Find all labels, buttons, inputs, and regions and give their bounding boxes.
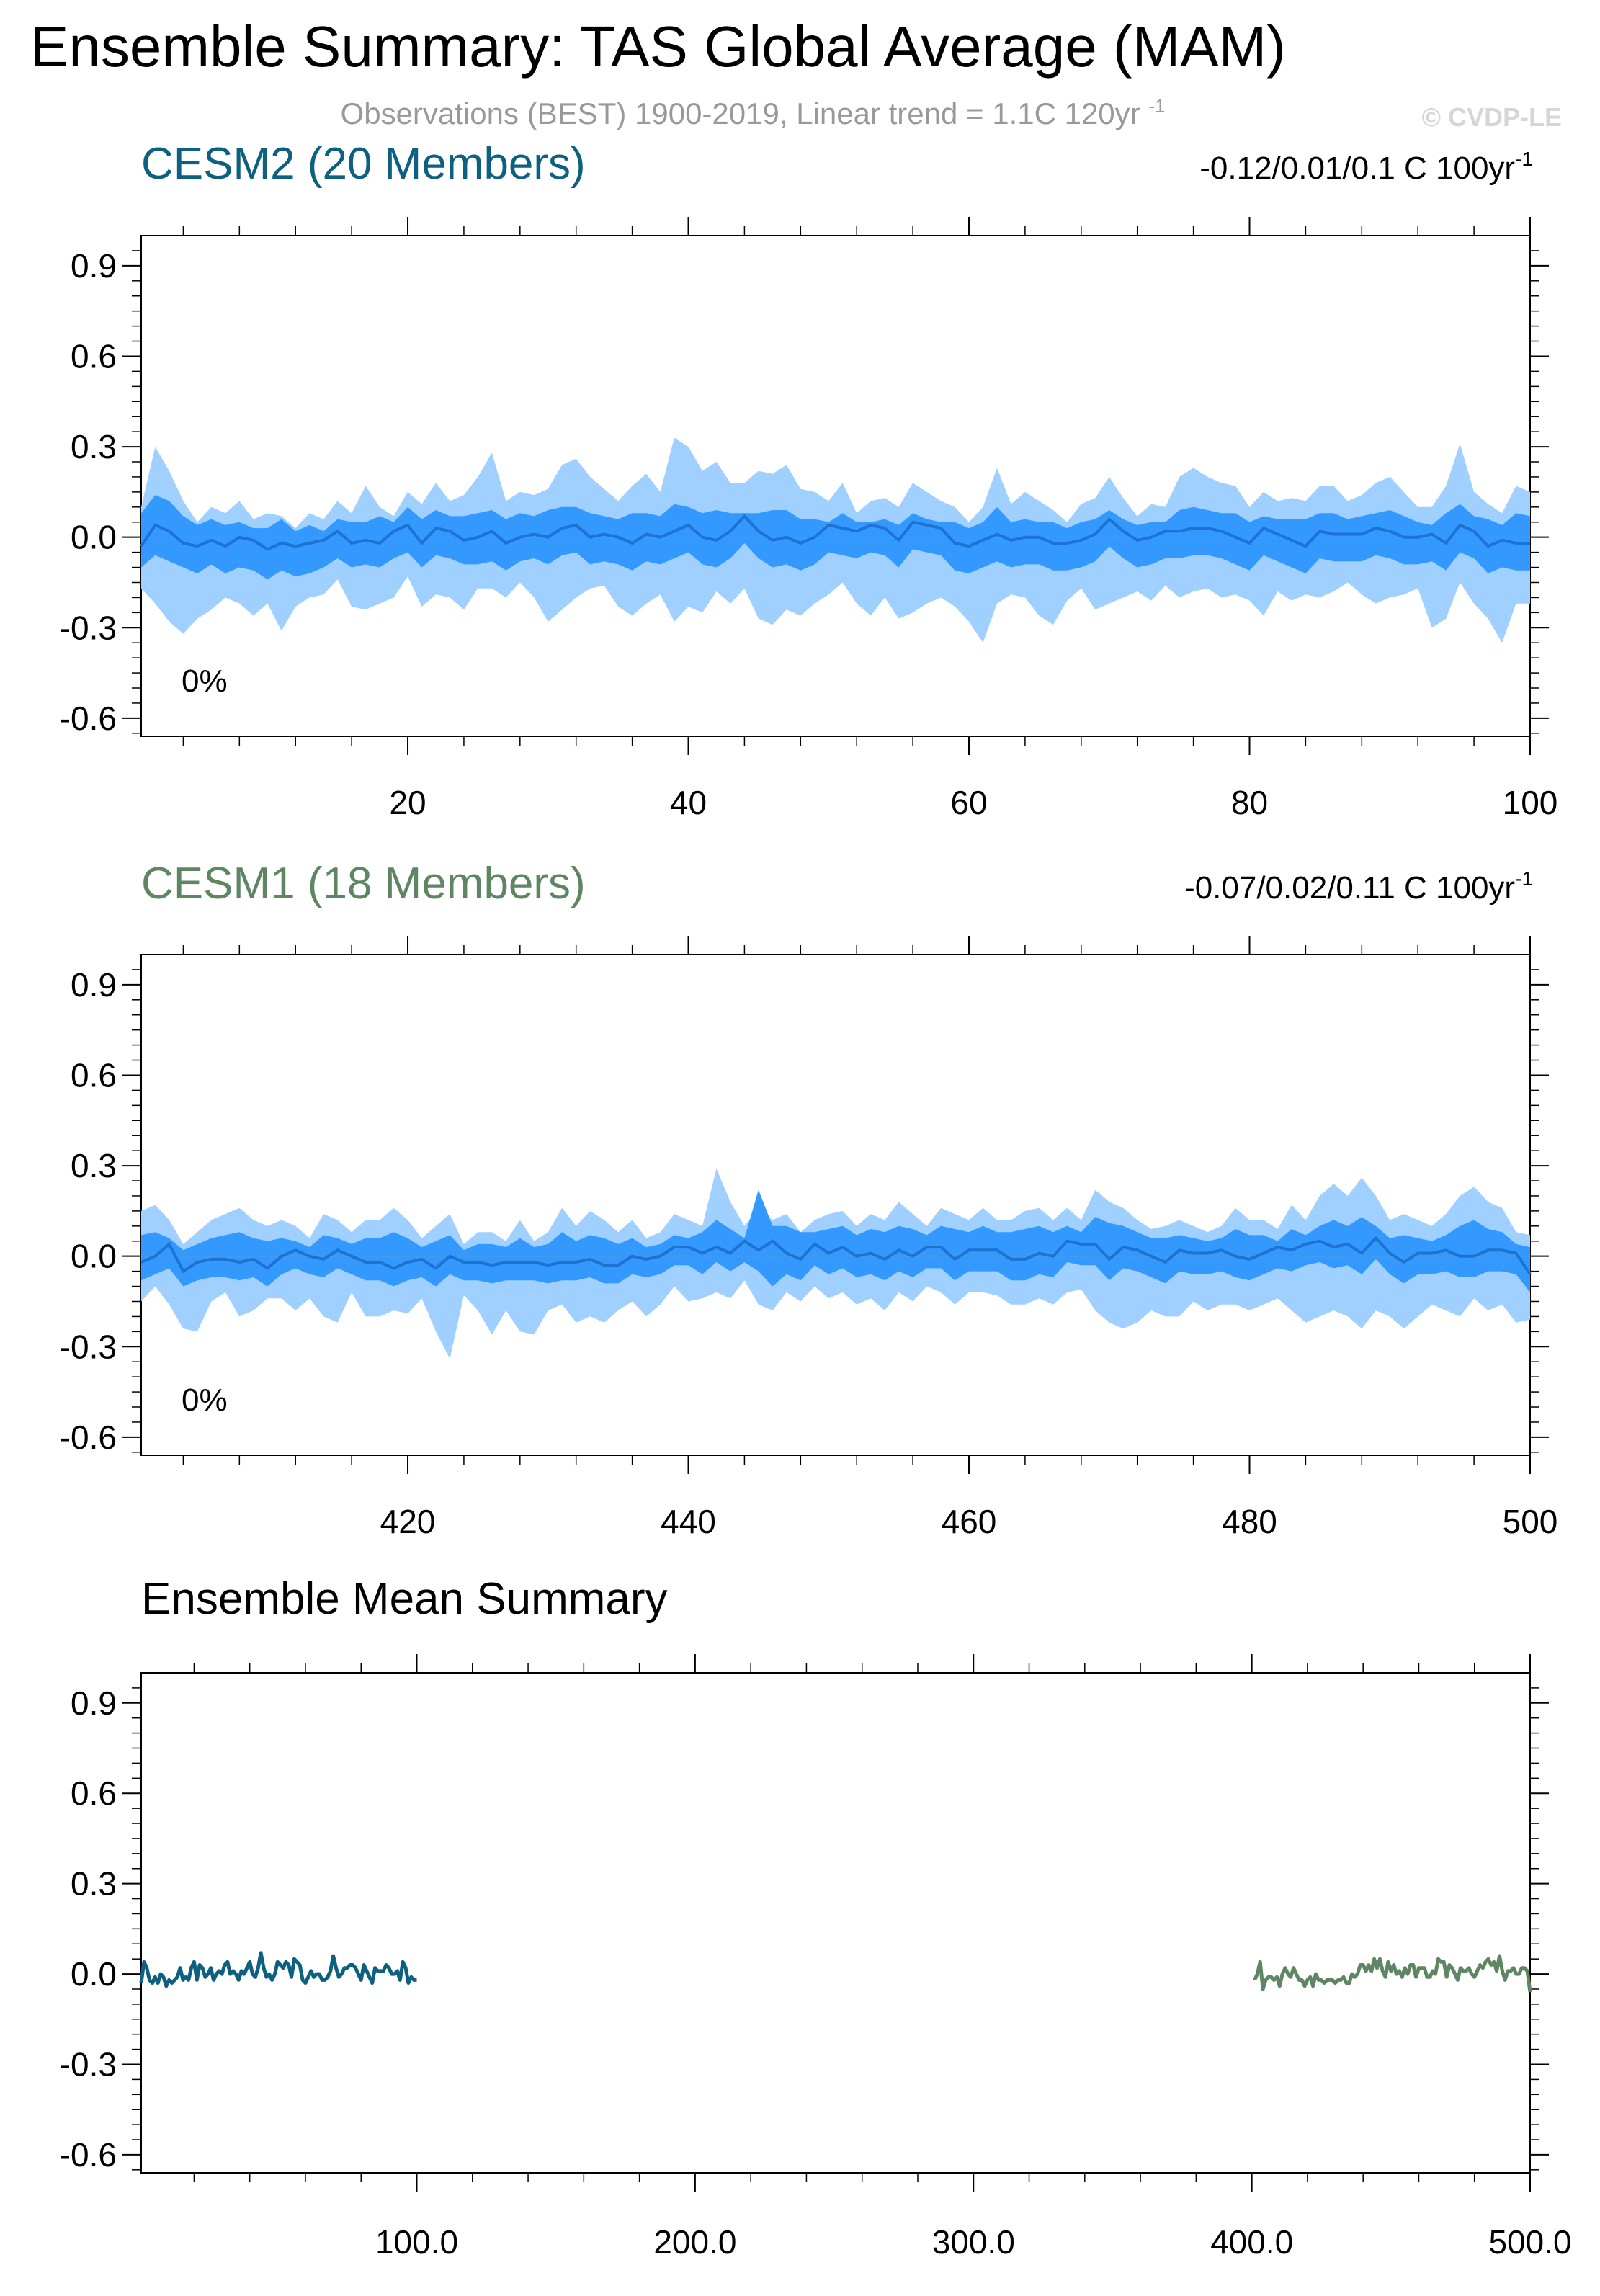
y-tick-label: -0.6 [60,700,117,737]
subtitle-superscript: -1 [1148,95,1165,117]
y-tick-label: 0.0 [71,1238,117,1275]
x-tick-label: 20 [389,784,426,821]
y-tick-label: 0.0 [71,519,117,556]
plot-frame [140,235,1531,737]
panel-title: Ensemble Mean Summary [141,1574,668,1624]
y-tick-label: 0.0 [71,1955,117,1993]
x-tick-label: 100 [1503,784,1558,821]
trend-superscript: -1 [1515,867,1533,890]
cesm1-mean-line [1253,1954,1532,1993]
y-tick-label: -0.6 [60,1419,117,1456]
percent-label: 0% [182,664,228,699]
trend-superscript: -1 [1515,148,1533,170]
panels: 0.9 0.6 0.3 0.0 -0.3 -0.6 20 40 60 80 100 CESM2 (20… [60,139,1572,2261]
panel-title: CESM1 (18 Members) [141,859,586,908]
trend-text: -0.12/0.01/0.1 C 100yr [1199,151,1515,186]
y-tick-label: 0.3 [71,428,117,465]
y-tick-label: 0.3 [71,1865,117,1903]
figure-subtitle: Observations (BEST) 1900-2019, Linear tr… [341,95,1166,130]
y-tick-label: 0.6 [71,1056,117,1094]
interquartile-band [141,1189,1530,1292]
panel-title: CESM2 (20 Members) [141,139,586,189]
y-tick-label: 0.9 [71,1684,117,1722]
watermark-text: © CVDP-LE [1421,102,1562,132]
x-tick-label: 500.0 [1488,2223,1571,2261]
percent-label: 0% [182,1382,228,1418]
y-tick-label: 0.6 [71,1774,117,1812]
y-tick-label: 0.6 [71,337,117,375]
x-tick-label: 500 [1503,1503,1558,1540]
trend-label: -0.07/0.02/0.11 C 100yr-1 [1184,867,1533,906]
subtitle-text: Observations (BEST) 1900-2019, Linear tr… [341,97,1140,130]
plot-frame [140,954,1531,1456]
figure-title: Ensemble Summary: TAS Global Average (MA… [30,14,1286,79]
x-tick-label: 440 [661,1503,716,1540]
y-tick-label: -0.3 [60,609,117,646]
x-tick-label: 460 [942,1503,997,1540]
x-tick-label: 420 [380,1503,436,1540]
x-tick-label: 480 [1222,1503,1277,1540]
cesm2-mean-line [139,1951,417,1988]
x-tick-label: 60 [950,784,987,821]
x-tick-label: 400.0 [1210,2223,1293,2261]
y-tick-label: -0.3 [60,2045,117,2083]
x-tick-label: 80 [1231,784,1268,821]
ensemble-mean-line [140,1236,1532,1275]
y-tick-label: -0.6 [60,2136,117,2174]
plot-frame [140,1672,1531,2174]
x-tick-label: 200.0 [653,2223,736,2261]
ensemble-mean-line [140,514,1530,551]
x-tick-label: 40 [670,784,707,821]
chart-panel-1: 0.9 0.6 0.3 0.0 -0.3 -0.6 20 40 60 80 100 CESM2 (20… [60,139,1558,821]
x-tick-label: 300.0 [932,2223,1015,2261]
y-tick-label: 0.9 [71,247,117,285]
y-tick-label: -0.3 [60,1328,117,1365]
chart-panel-2: 0.9 0.6 0.3 0.0 -0.3 -0.6 420 440 460 480 500 CESM1… [60,859,1558,1540]
x-tick-label: 100.0 [375,2223,458,2261]
trend-text: -0.07/0.02/0.11 C 100yr [1184,870,1515,906]
chart-panel-3: 0.9 0.6 0.3 0.0 -0.3 -0.6 100.0 200.0 300.0 400.0… [60,1574,1572,2261]
y-tick-label: 0.3 [71,1147,117,1184]
y-tick-label: 0.9 [71,966,117,1004]
trend-label: -0.12/0.01/0.1 C 100yr-1 [1199,148,1533,186]
